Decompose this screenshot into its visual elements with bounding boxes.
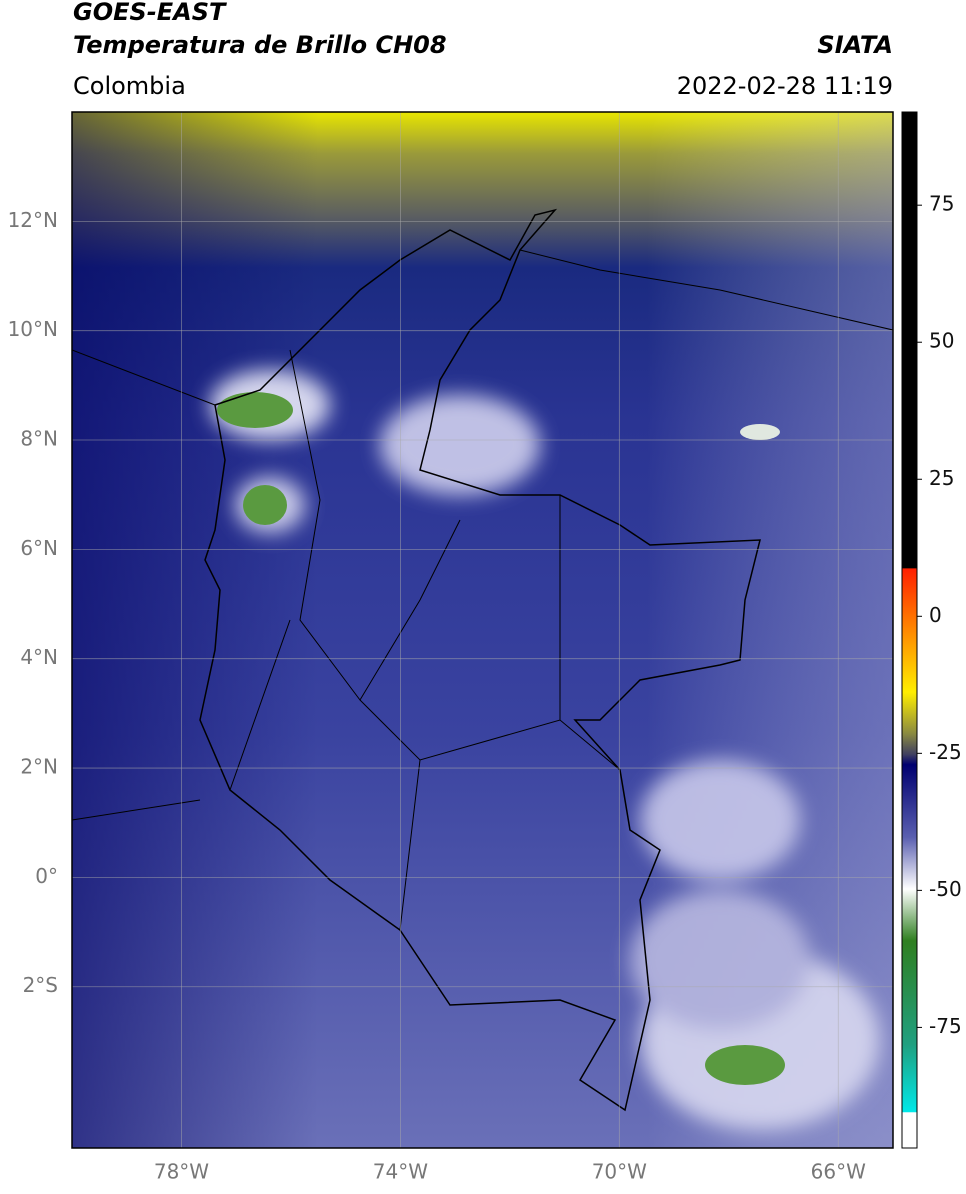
title: GOES-EAST bbox=[73, 0, 227, 26]
map-image bbox=[72, 112, 893, 1148]
lat-tick-label: 0° bbox=[35, 864, 58, 888]
colorbar-tick-label: -25 bbox=[929, 740, 962, 764]
region: Colombia bbox=[73, 72, 186, 100]
colorbar-tick-label: 25 bbox=[929, 466, 954, 490]
lon-tick-label: 66°W bbox=[811, 1160, 866, 1184]
lon-tick-label: 74°W bbox=[373, 1160, 428, 1184]
colorbar-tick-label: 50 bbox=[929, 329, 954, 353]
lon-tick-label: 78°W bbox=[154, 1160, 209, 1184]
colorbar-tick-label: -50 bbox=[929, 877, 962, 901]
colorbar-tick-label: 0 bbox=[929, 603, 942, 627]
lat-tick-label: 12°N bbox=[8, 208, 58, 232]
map-frame bbox=[71, 111, 894, 1149]
colorbar bbox=[901, 111, 918, 1149]
lon-tick-label: 70°W bbox=[592, 1160, 647, 1184]
lat-tick-label: 2°N bbox=[20, 755, 58, 779]
colorbar-tick-label: -75 bbox=[929, 1014, 962, 1038]
lat-tick-label: 10°N bbox=[8, 317, 58, 341]
timestamp: 2022-02-28 11:19 bbox=[677, 72, 893, 100]
source: SIATA bbox=[817, 31, 893, 59]
lat-tick-label: 2°S bbox=[23, 973, 58, 997]
lat-tick-label: 8°N bbox=[20, 427, 58, 451]
lat-tick-label: 6°N bbox=[20, 536, 58, 560]
title: Temperatura de Brillo CH08 bbox=[73, 31, 447, 59]
colorbar-tick-label: 75 bbox=[929, 192, 954, 216]
lat-tick-label: 4°N bbox=[20, 645, 58, 669]
